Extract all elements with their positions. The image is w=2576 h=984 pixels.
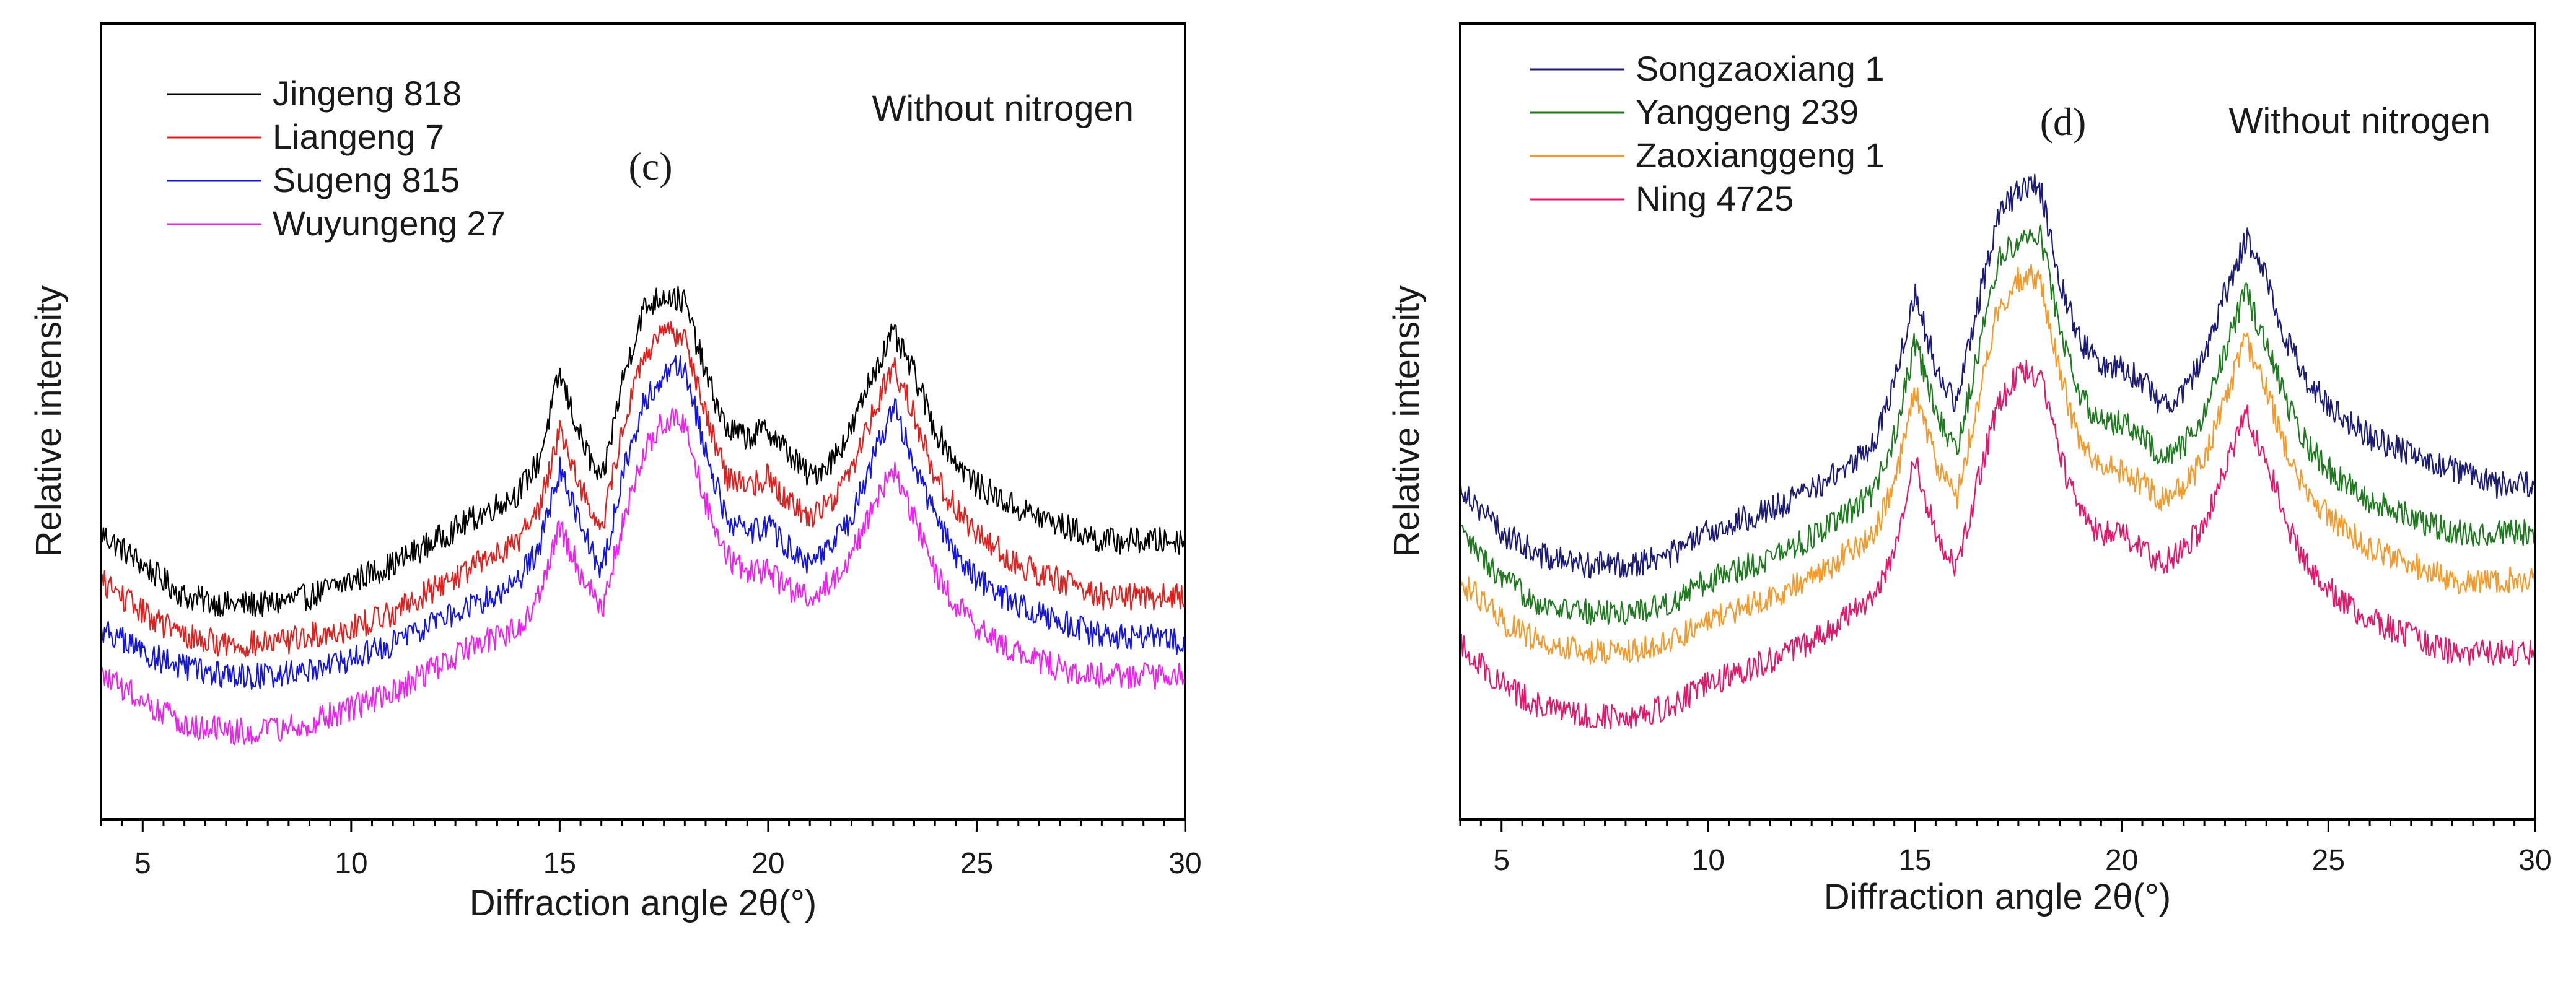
- x-tick-label: 20: [751, 847, 784, 880]
- legend-label: Zaoxianggeng 1: [1636, 136, 1885, 175]
- panel-d-x-axis: 5 10 15 20 25 30: [1459, 819, 2552, 877]
- legend-label: Yanggeng 239: [1636, 92, 1859, 131]
- series-line-songzaoxiang-1: [1459, 173, 2536, 579]
- x-tick-label: 25: [960, 847, 993, 880]
- panel-c-label: (c): [628, 144, 672, 188]
- panel-c: 5 10 15 20 25 30 Diffraction angle 2θ(°) Rela…: [28, 22, 1202, 923]
- panel-d-annotation: Without nitrogen: [2229, 101, 2491, 141]
- series-line-liangeng-7: [100, 321, 1186, 658]
- panel-c-x-axis-label: Diffraction angle 2θ(°): [470, 883, 817, 923]
- x-tick-label: 10: [1692, 844, 1725, 877]
- x-tick-label: 20: [2105, 844, 2138, 877]
- panel-d-label: (d): [2040, 100, 2087, 144]
- panel-c-legend: Jingeng 818 Liangeng 7 Sugeng 815 Wuyungeng…: [167, 74, 506, 243]
- legend-label: Jingeng 818: [273, 74, 462, 113]
- x-tick-label: 30: [2518, 844, 2551, 877]
- x-tick-label: 10: [335, 847, 367, 880]
- panel-c-x-axis: 5 10 15 20 25 30: [100, 819, 1202, 880]
- panel-d-x-axis-label: Diffraction angle 2θ(°): [1824, 877, 2171, 917]
- panel-d-series-group: [1459, 173, 2536, 730]
- legend-label: Liangeng 7: [273, 117, 444, 156]
- legend-label: Ning 4725: [1636, 179, 1794, 218]
- panel-c-y-axis-label: Relative intensity: [28, 285, 69, 557]
- panel-c-annotation: Without nitrogen: [872, 89, 1134, 129]
- x-tick-label: 30: [1168, 847, 1201, 880]
- panel-d: 5 10 15 20 25 30 Diffraction angle 2θ(°) Rela…: [1387, 22, 2552, 917]
- x-tick-label: 5: [134, 847, 151, 880]
- legend-label: Wuyungeng 27: [273, 204, 506, 243]
- legend-label: Sugeng 815: [273, 160, 460, 199]
- series-line-ning-4725: [1460, 359, 2536, 730]
- panel-d-legend: Songzaoxiang 1 Yanggeng 239 Zaoxianggeng 1…: [1530, 49, 1885, 218]
- x-tick-label: 25: [2312, 844, 2345, 877]
- series-line-jingeng-818: [100, 285, 1186, 617]
- x-tick-label: 15: [1898, 844, 1931, 877]
- x-tick-label: 5: [1493, 844, 1510, 877]
- x-tick-label: 15: [543, 847, 576, 880]
- legend-label: Songzaoxiang 1: [1636, 49, 1885, 88]
- series-line-wuyungeng-27: [100, 407, 1186, 746]
- series-line-yanggeng-239: [1460, 224, 2536, 626]
- panel-c-series-group: [100, 285, 1186, 746]
- series-line-sugeng-815: [100, 355, 1186, 690]
- panel-d-y-axis-label: Relative intensity: [1387, 285, 1427, 557]
- series-line-zaoxianggeng-1: [1459, 264, 2536, 665]
